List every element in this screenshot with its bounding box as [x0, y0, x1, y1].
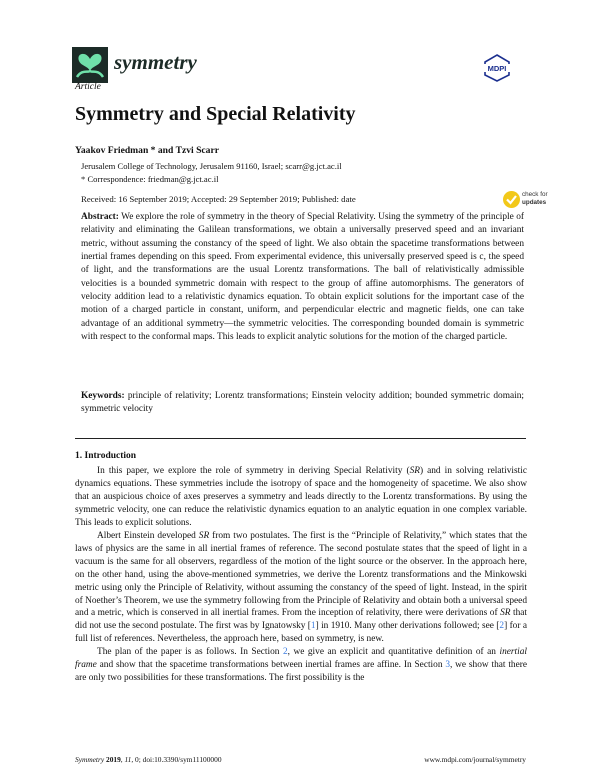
- reference-link[interactable]: 1: [310, 621, 316, 632]
- abstract-text: We explore the role of symmetry in the t…: [81, 212, 524, 343]
- text-run: ] for a full list of references. Neverth…: [75, 621, 527, 645]
- text-run: ] in 1910. Many other derivations follow…: [315, 621, 500, 632]
- footer-year: 2019: [106, 755, 121, 764]
- footer-doi: , 0; doi:10.3390/sym11100000: [131, 755, 222, 764]
- article-type: Article: [75, 82, 101, 92]
- section-divider: [75, 438, 526, 439]
- mdpi-logo-icon: MDPI: [483, 54, 511, 82]
- text-run: that did not use the second postulate. T…: [75, 608, 527, 632]
- keywords-label: Keywords:: [81, 391, 125, 401]
- check-for-updates-button[interactable]: check for updates: [503, 190, 548, 210]
- text-run: from two postulates. The first is the “P…: [75, 530, 527, 619]
- abstract-label: Abstract:: [81, 212, 119, 222]
- introduction-body: In this paper, we explore the role of sy…: [75, 465, 527, 685]
- publication-dates: Received: 16 September 2019; Accepted: 2…: [81, 194, 356, 204]
- text-run: The plan of the paper is as follows. In …: [97, 647, 283, 658]
- paper-title: Symmetry and Special Relativity: [75, 103, 356, 125]
- paragraph: In this paper, we explore the role of sy…: [75, 465, 527, 530]
- text-run: , we show that there are only two possib…: [75, 660, 527, 684]
- updates-label: updates: [522, 198, 547, 206]
- paragraph: The plan of the paper is as follows. In …: [75, 646, 527, 685]
- italic-text: SR: [500, 608, 511, 619]
- keywords-text: principle of relativity; Lorentz transfo…: [81, 391, 524, 415]
- abstract: Abstract: We explore the role of symmetr…: [81, 211, 524, 344]
- footer-journal: Symmetry: [75, 755, 105, 764]
- affiliation-block: Jerusalem College of Technology, Jerusal…: [81, 160, 342, 185]
- footer-volume: 11: [124, 755, 132, 764]
- text-run: ) and in solving relativistic dynamics e…: [75, 466, 527, 528]
- paragraph: Albert Einstein developed SR from two po…: [75, 530, 527, 647]
- checkmark-icon: [503, 191, 520, 208]
- authors: Yaakov Friedman * and Tzvi Scarr: [75, 145, 219, 156]
- keywords: Keywords: principle of relativity; Loren…: [81, 390, 524, 417]
- text-run: , we give an explicit and quantitative d…: [287, 647, 500, 658]
- reference-link[interactable]: 3: [445, 660, 451, 671]
- footer-citation: Symmetry 2019, 11, 0; doi:10.3390/sym111…: [75, 755, 222, 764]
- check-for-label: check for: [522, 191, 548, 198]
- italic-text: SR: [198, 530, 210, 541]
- reference-link[interactable]: 2: [282, 647, 288, 658]
- text-run: Albert Einstein developed: [97, 530, 199, 541]
- affiliation: Jerusalem College of Technology, Jerusal…: [81, 161, 342, 171]
- footer-url[interactable]: www.mdpi.com/journal/symmetry: [424, 755, 526, 764]
- journal-name: symmetry: [114, 50, 197, 74]
- journal-logo-icon: [72, 47, 108, 83]
- text-run: In this paper, we explore the role of sy…: [97, 466, 410, 476]
- italic-text: SR: [409, 466, 420, 476]
- text-run: and show that the spacetime transformati…: [96, 660, 446, 671]
- italic-text: inertial frame: [75, 647, 527, 671]
- correspondence: * Correspondence: friedman@g.jct.ac.il: [81, 173, 219, 184]
- mdpi-logo-text: MDPI: [488, 64, 507, 73]
- reference-link[interactable]: 2: [499, 621, 505, 632]
- section-heading: 1. Introduction: [75, 451, 137, 461]
